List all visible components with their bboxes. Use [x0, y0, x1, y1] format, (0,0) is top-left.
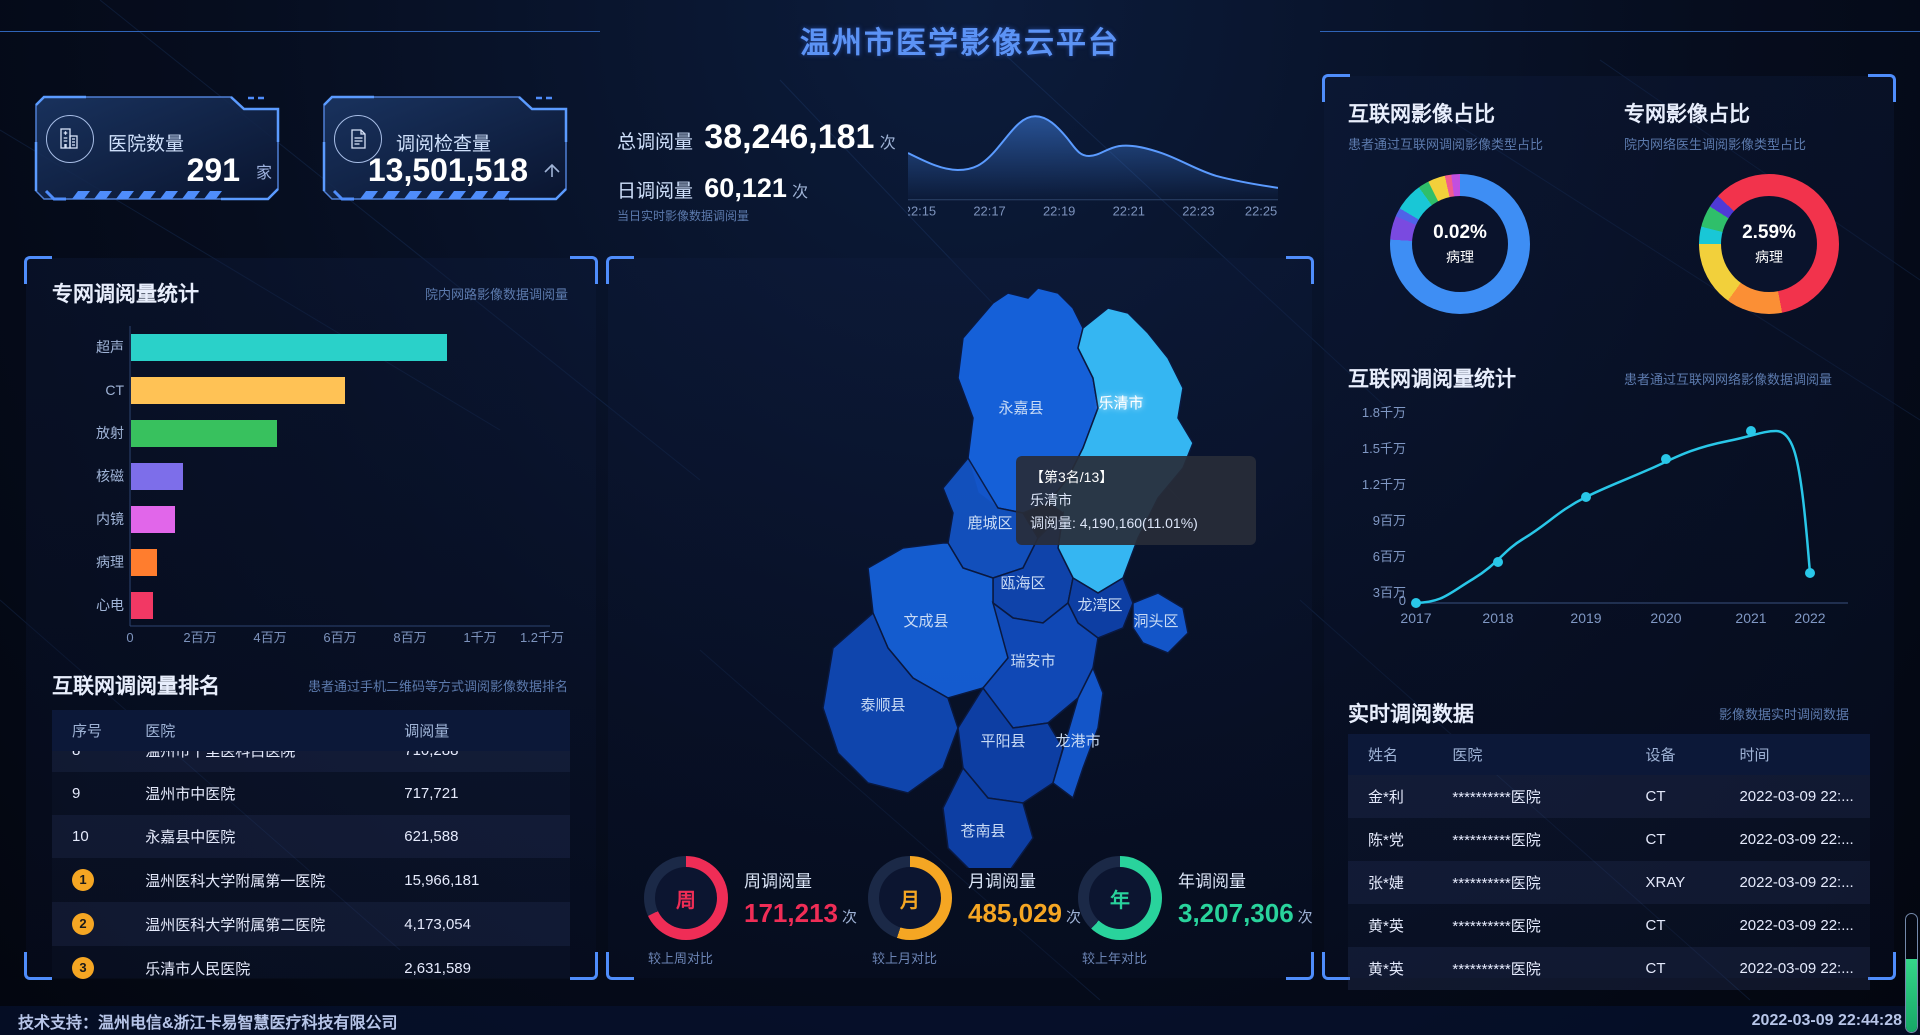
svg-text:22:19: 22:19	[1043, 204, 1075, 218]
svg-text:苍南县: 苍南县	[960, 823, 1005, 840]
svg-text:2019: 2019	[1570, 610, 1601, 626]
svg-text:超声: 超声	[96, 339, 124, 355]
svg-text:平阳县: 平阳县	[980, 733, 1025, 750]
svg-text:1千万: 1千万	[463, 630, 496, 645]
svg-text:洞头区: 洞头区	[1133, 613, 1178, 630]
svg-text:0: 0	[1399, 593, 1406, 608]
svg-text:1.2千万: 1.2千万	[1362, 477, 1406, 492]
svg-text:22:21: 22:21	[1113, 204, 1145, 218]
svg-text:9百万: 9百万	[1373, 513, 1406, 528]
svg-text:22:25: 22:25	[1245, 204, 1277, 218]
svg-text:永嘉县: 永嘉县	[998, 400, 1043, 417]
svg-text:瓯海区: 瓯海区	[1000, 575, 1045, 592]
svg-text:乐清市: 乐清市	[1098, 395, 1143, 412]
svg-text:1.2千万: 1.2千万	[520, 630, 564, 645]
svg-text:龙湾区: 龙湾区	[1077, 597, 1122, 614]
svg-text:内镜: 内镜	[96, 511, 124, 527]
svg-text:瑞安市: 瑞安市	[1010, 653, 1055, 670]
svg-text:1.8千万: 1.8千万	[1362, 405, 1406, 420]
svg-text:1.5千万: 1.5千万	[1362, 441, 1406, 456]
svg-text:22:15: 22:15	[908, 204, 936, 218]
svg-text:4百万: 4百万	[253, 630, 286, 645]
svg-text:0: 0	[126, 630, 133, 645]
svg-text:心电: 心电	[96, 597, 124, 613]
svg-text:22:17: 22:17	[973, 204, 1005, 218]
svg-text:2020: 2020	[1650, 610, 1681, 626]
svg-text:2022: 2022	[1794, 610, 1825, 626]
svg-text:6百万: 6百万	[1373, 549, 1406, 564]
svg-text:8百万: 8百万	[393, 630, 426, 645]
svg-text:泰顺县: 泰顺县	[860, 697, 905, 714]
svg-text:放射: 放射	[96, 425, 124, 441]
svg-text:22:23: 22:23	[1182, 204, 1214, 218]
svg-text:鹿城区: 鹿城区	[967, 515, 1012, 532]
svg-text:龙港市: 龙港市	[1055, 733, 1100, 750]
svg-text:2百万: 2百万	[183, 630, 216, 645]
svg-text:病理: 病理	[96, 554, 124, 570]
svg-text:2017: 2017	[1400, 610, 1431, 626]
svg-text:6百万: 6百万	[323, 630, 356, 645]
svg-text:文成县: 文成县	[903, 613, 948, 630]
svg-text:核磁: 核磁	[96, 468, 124, 484]
svg-text:2018: 2018	[1482, 610, 1513, 626]
svg-text:2021: 2021	[1735, 610, 1766, 626]
svg-text:CT: CT	[105, 382, 124, 398]
